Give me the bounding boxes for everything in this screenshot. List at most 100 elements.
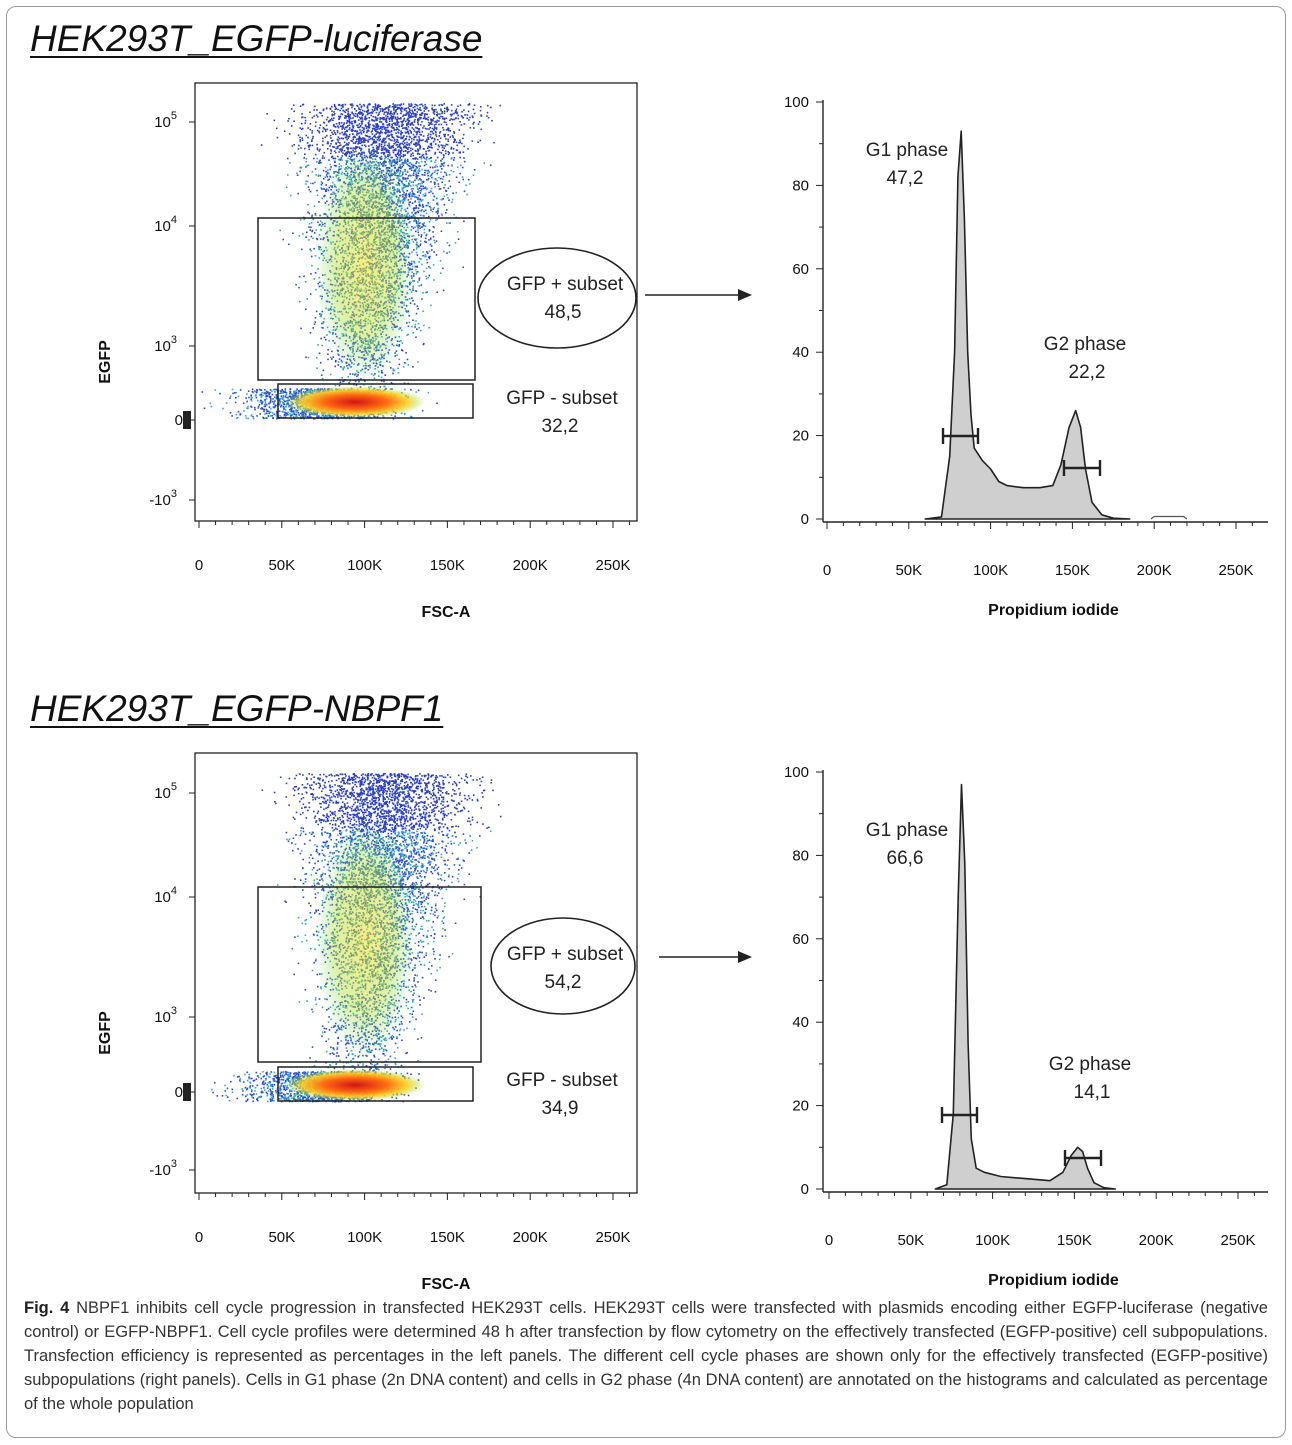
x-tick-label: 100K xyxy=(347,557,382,574)
y-tick-label: 60 xyxy=(792,261,809,278)
y-tick-label: 0 xyxy=(175,1084,183,1101)
histogram-xlabel: Propidium iodide xyxy=(988,602,1119,619)
y-tick-exponent: 5 xyxy=(171,110,177,122)
y-tick-label: 0 xyxy=(175,412,183,429)
y-tick-exponent: 3 xyxy=(171,1158,177,1170)
y-tick-exponent: 3 xyxy=(171,488,177,500)
histogram-area xyxy=(934,783,1117,1190)
y-tick-exponent: 4 xyxy=(171,214,177,226)
caption-label: Fig. 4 xyxy=(24,1299,70,1317)
compensated-events-bar xyxy=(183,1083,191,1101)
y-tick-label: 104 xyxy=(154,885,177,906)
x-tick-label: 200K xyxy=(1139,1232,1174,1249)
compensated-events-bar xyxy=(183,411,191,429)
x-tick-label: 250K xyxy=(1220,1232,1255,1249)
y-tick-label: 0 xyxy=(801,511,809,528)
y-tick-label: 100 xyxy=(784,94,809,111)
density-core xyxy=(315,820,415,1060)
flow-arrow-head-icon xyxy=(738,289,752,301)
y-tick-label: 20 xyxy=(792,428,809,445)
scatter-xlabel: FSC-A xyxy=(422,1276,471,1293)
density-core xyxy=(315,143,415,384)
x-tick-label: 0 xyxy=(195,557,203,574)
y-tick-label: 20 xyxy=(792,1098,809,1115)
x-tick-label: 150K xyxy=(430,1229,465,1246)
density-peak xyxy=(285,386,425,418)
y-tick-label: 100 xyxy=(784,764,809,781)
g2-phase-label: G2 phase xyxy=(1049,1054,1131,1075)
y-tick-exponent: 5 xyxy=(171,781,177,793)
caption-text: NBPF1 inhibits cell cycle progression in… xyxy=(24,1299,1268,1413)
g1-phase-label: G1 phase xyxy=(866,820,948,841)
panel-title-nbpf1: HEK293T_EGFP-NBPF1 xyxy=(30,688,444,729)
histogram-minor-peak xyxy=(1150,515,1188,520)
x-tick-label: 50K xyxy=(895,562,922,579)
g1-phase-value: 47,2 xyxy=(887,168,924,189)
scatter-plot-nbpf1: 0 50K 100K 150K 200K 250K 105 104 103 0 -103 FSC-A E… xyxy=(97,752,752,1293)
y-tick-label: 105 xyxy=(154,110,177,131)
y-tick-exponent: 3 xyxy=(171,1005,177,1017)
x-tick-label: 250K xyxy=(595,557,630,574)
scatter-axes-frame xyxy=(194,752,638,1194)
x-tick-label: 200K xyxy=(513,557,548,574)
gfp-positive-highlight-ellipse xyxy=(477,247,637,349)
y-tick-exponent: 4 xyxy=(171,885,177,897)
scatter-ylabel: EGFP xyxy=(97,340,114,384)
gate-negative-value: 32,2 xyxy=(542,416,579,437)
scatter-dots xyxy=(201,103,502,420)
gate-gfp-positive xyxy=(257,886,482,1063)
g1-phase-label: G1 phase xyxy=(866,140,948,161)
x-tick-label: 0 xyxy=(823,562,831,579)
g2-phase-value: 22,2 xyxy=(1069,362,1106,383)
y-tick-label: 103 xyxy=(154,334,177,355)
y-tick-label: 104 xyxy=(154,214,177,235)
x-tick-label: 250K xyxy=(595,1229,630,1246)
y-tick-label: -103 xyxy=(149,488,177,509)
y-tick-label: 60 xyxy=(792,931,809,948)
histogram-area xyxy=(924,130,1131,520)
x-tick-label: 50K xyxy=(268,557,295,574)
x-tick-label: 250K xyxy=(1218,562,1253,579)
scatter-xlabel: FSC-A xyxy=(422,604,471,621)
gate-gfp-positive xyxy=(257,217,476,381)
x-tick-label: 0 xyxy=(195,1229,203,1246)
histogram-nbpf1: 0 50K 100K 150K 200K 250K 100 80 60 40 20 0 Propidiu… xyxy=(784,764,1268,1289)
x-tick-label: 200K xyxy=(1137,562,1172,579)
scatter-dots xyxy=(211,773,502,1103)
y-tick-label: 40 xyxy=(792,1014,809,1031)
x-tick-label: 100K xyxy=(973,562,1008,579)
panel-title-luciferase: HEK293T_EGFP-luciferase xyxy=(30,18,483,59)
g2-phase-value: 14,1 xyxy=(1074,1082,1111,1103)
x-tick-label: 100K xyxy=(975,1232,1010,1249)
x-tick-label: 150K xyxy=(1055,562,1090,579)
y-tick-label: 103 xyxy=(154,1005,177,1026)
histogram-xlabel: Propidium iodide xyxy=(988,1272,1119,1289)
y-tick-exponent: 3 xyxy=(171,334,177,346)
y-tick-label: 0 xyxy=(801,1181,809,1198)
gate-positive-value: 54,2 xyxy=(545,972,582,993)
gate-positive-name: GFP + subset xyxy=(507,944,624,965)
y-tick-label: 40 xyxy=(792,344,809,361)
x-tick-label: 200K xyxy=(513,1229,548,1246)
y-tick-label: 80 xyxy=(792,847,809,864)
x-tick-label: 150K xyxy=(1057,1232,1092,1249)
gate-positive-value: 48,5 xyxy=(545,302,582,323)
gate-negative-value: 34,9 xyxy=(542,1098,579,1119)
x-tick-label: 150K xyxy=(430,557,465,574)
gate-negative-name: GFP - subset xyxy=(506,1070,618,1091)
x-tick-label: 50K xyxy=(897,1232,924,1249)
gfp-positive-highlight-ellipse xyxy=(490,917,636,1015)
flow-arrow-head-icon xyxy=(738,951,752,963)
figure-caption: Fig. 4 NBPF1 inhibits cell cycle progres… xyxy=(24,1296,1268,1416)
x-tick-label: 0 xyxy=(825,1232,833,1249)
gate-gfp-negative xyxy=(277,383,474,419)
gate-positive-name: GFP + subset xyxy=(507,274,624,295)
density-peak xyxy=(285,1069,425,1101)
y-tick-label: 105 xyxy=(154,781,177,802)
gate-gfp-negative xyxy=(277,1066,474,1102)
scatter-plot-luciferase: 0 50K 100K 150K 200K 250K 105 104 103 0 -103 FSC-A E… xyxy=(97,82,752,621)
g1-phase-value: 66,6 xyxy=(887,848,924,869)
y-tick-label: -103 xyxy=(149,1158,177,1179)
y-tick-label: 80 xyxy=(792,177,809,194)
